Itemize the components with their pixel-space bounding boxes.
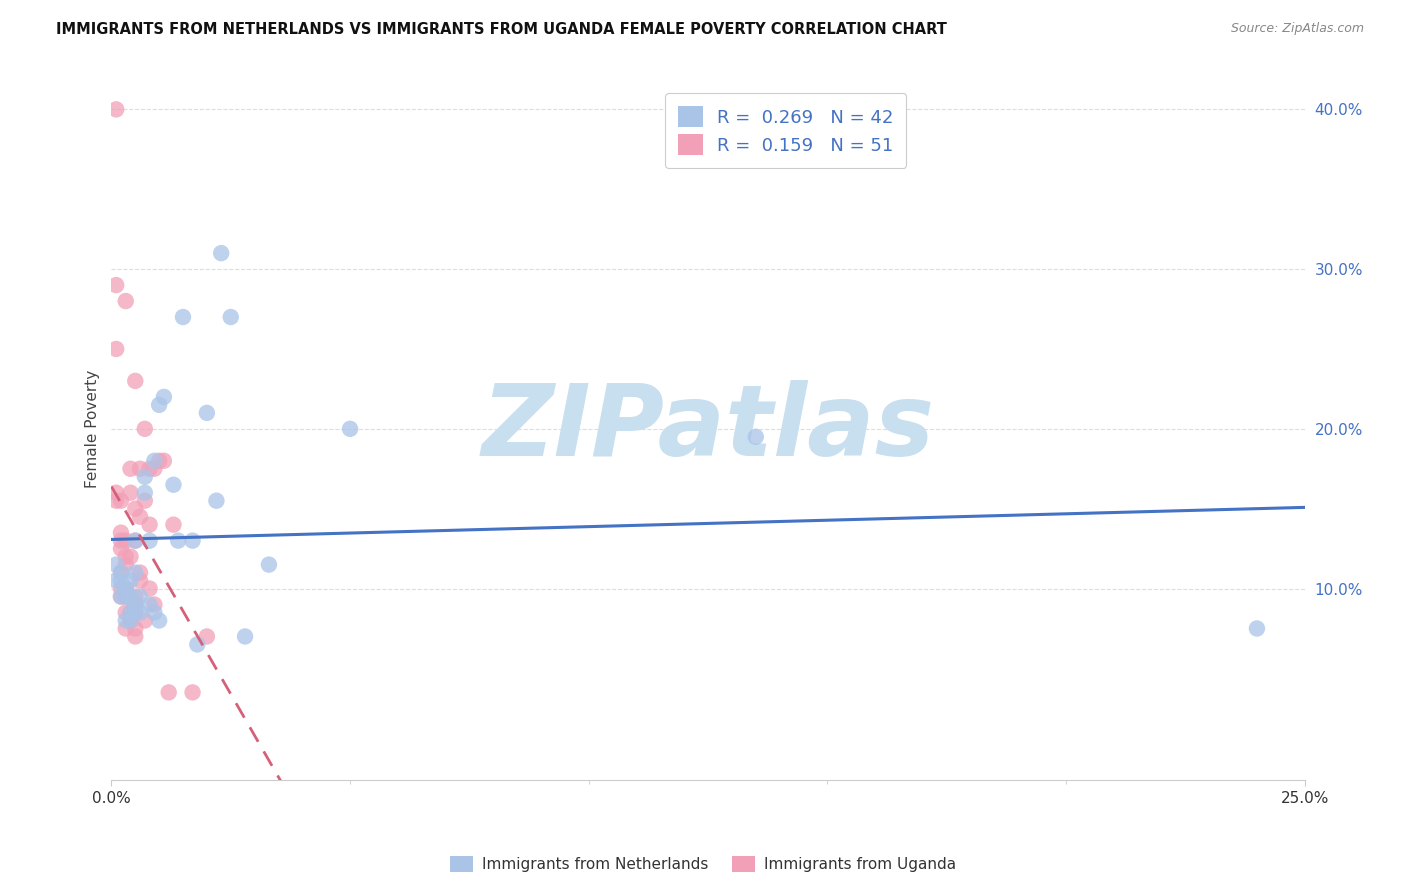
Point	[120, 462, 142, 476]
Point	[110, 590, 132, 604]
Point	[134, 469, 156, 483]
Point	[219, 310, 242, 324]
Point	[124, 533, 146, 548]
Point	[114, 558, 136, 572]
Text: Source: ZipAtlas.com: Source: ZipAtlas.com	[1230, 22, 1364, 36]
Point	[124, 533, 146, 548]
Point	[134, 614, 156, 628]
Point	[195, 406, 218, 420]
Point	[129, 462, 152, 476]
Point	[138, 598, 160, 612]
Point	[124, 590, 146, 604]
Point	[162, 517, 184, 532]
Point	[114, 606, 136, 620]
Point	[120, 485, 142, 500]
Point	[114, 582, 136, 596]
Point	[110, 582, 132, 596]
Point	[257, 558, 280, 572]
Point	[114, 294, 136, 309]
Point	[114, 614, 136, 628]
Point	[110, 566, 132, 580]
Point	[148, 614, 170, 628]
Point	[124, 598, 146, 612]
Point	[120, 590, 142, 604]
Point	[167, 533, 190, 548]
Point	[129, 590, 152, 604]
Point	[110, 574, 132, 588]
Point	[114, 582, 136, 596]
Point	[148, 454, 170, 468]
Text: IMMIGRANTS FROM NETHERLANDS VS IMMIGRANTS FROM UGANDA FEMALE POVERTY CORRELATION: IMMIGRANTS FROM NETHERLANDS VS IMMIGRANT…	[56, 22, 948, 37]
Point	[114, 590, 136, 604]
Point	[105, 574, 128, 588]
Point	[114, 549, 136, 564]
Point	[124, 566, 146, 580]
Point	[110, 493, 132, 508]
Point	[120, 606, 142, 620]
Point	[124, 501, 146, 516]
Point	[105, 342, 128, 356]
Point	[148, 398, 170, 412]
Point	[105, 278, 128, 293]
Point	[186, 637, 208, 651]
Point	[138, 517, 160, 532]
Point	[114, 622, 136, 636]
Point	[105, 493, 128, 508]
Point	[124, 606, 146, 620]
Point	[124, 630, 146, 644]
Point	[181, 533, 204, 548]
Point	[120, 614, 142, 628]
Point	[105, 103, 128, 117]
Point	[129, 509, 152, 524]
Legend: R =  0.269   N = 42, R =  0.159   N = 51: R = 0.269 N = 42, R = 0.159 N = 51	[665, 94, 907, 168]
Point	[143, 598, 166, 612]
Point	[233, 630, 256, 644]
Point	[124, 374, 146, 388]
Point	[153, 454, 176, 468]
Point	[195, 630, 218, 644]
Point	[209, 246, 232, 260]
Point	[105, 485, 128, 500]
Point	[1246, 622, 1268, 636]
Point	[110, 566, 132, 580]
Point	[134, 485, 156, 500]
Point	[110, 533, 132, 548]
Point	[114, 590, 136, 604]
Point	[120, 606, 142, 620]
Point	[129, 574, 152, 588]
Point	[162, 477, 184, 491]
Point	[143, 606, 166, 620]
Point	[120, 574, 142, 588]
Point	[339, 422, 361, 436]
Point	[157, 685, 180, 699]
Point	[124, 622, 146, 636]
Point	[134, 422, 156, 436]
Point	[143, 454, 166, 468]
Point	[138, 582, 160, 596]
Point	[181, 685, 204, 699]
Text: ZIPatlas: ZIPatlas	[481, 380, 935, 477]
Point	[172, 310, 194, 324]
Point	[120, 549, 142, 564]
Point	[120, 614, 142, 628]
Point	[205, 493, 228, 508]
Y-axis label: Female Poverty: Female Poverty	[86, 369, 100, 488]
Point	[143, 462, 166, 476]
Point	[110, 525, 132, 540]
Point	[114, 533, 136, 548]
Point	[110, 541, 132, 556]
Point	[129, 606, 152, 620]
Point	[124, 606, 146, 620]
Point	[105, 558, 128, 572]
Point	[138, 533, 160, 548]
Point	[114, 582, 136, 596]
Legend: Immigrants from Netherlands, Immigrants from Uganda: Immigrants from Netherlands, Immigrants …	[443, 848, 963, 880]
Point	[138, 462, 160, 476]
Point	[134, 493, 156, 508]
Point	[110, 590, 132, 604]
Point	[129, 566, 152, 580]
Point	[745, 430, 768, 444]
Point	[124, 598, 146, 612]
Point	[153, 390, 176, 404]
